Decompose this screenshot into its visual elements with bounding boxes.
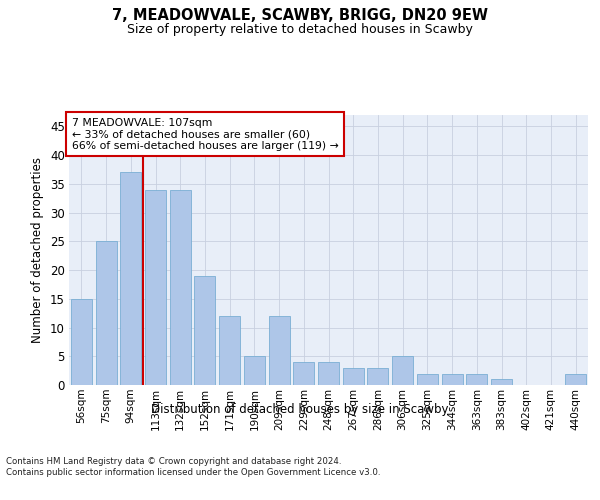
Bar (194, 276, 215, 385)
Text: Distribution of detached houses by size in Scawby: Distribution of detached houses by size … (151, 402, 449, 415)
Bar (392, 356, 413, 385)
Bar (170, 190, 191, 385)
Text: Size of property relative to detached houses in Scawby: Size of property relative to detached ho… (127, 22, 473, 36)
Bar (367, 368, 388, 385)
Bar (466, 374, 487, 385)
Bar (293, 362, 314, 385)
Bar (343, 368, 364, 385)
Text: Contains HM Land Registry data © Crown copyright and database right 2024.
Contai: Contains HM Land Registry data © Crown c… (6, 458, 380, 477)
Bar (120, 172, 141, 385)
Bar (219, 316, 240, 385)
Bar (244, 356, 265, 385)
Bar (565, 374, 586, 385)
Text: 7, MEADOWVALE, SCAWBY, BRIGG, DN20 9EW: 7, MEADOWVALE, SCAWBY, BRIGG, DN20 9EW (112, 8, 488, 22)
Bar (442, 374, 463, 385)
Bar (491, 380, 512, 385)
Text: 7 MEADOWVALE: 107sqm
← 33% of detached houses are smaller (60)
66% of semi-detac: 7 MEADOWVALE: 107sqm ← 33% of detached h… (71, 118, 338, 151)
Bar (318, 362, 339, 385)
Bar (269, 316, 290, 385)
Bar (417, 374, 438, 385)
Y-axis label: Number of detached properties: Number of detached properties (31, 157, 44, 343)
Bar (71, 299, 92, 385)
Bar (95, 242, 116, 385)
Bar (145, 190, 166, 385)
